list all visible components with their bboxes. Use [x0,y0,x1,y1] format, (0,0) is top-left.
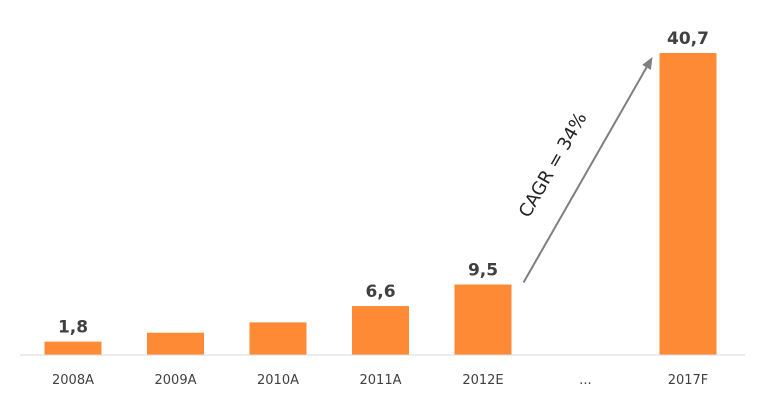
data-label: 1,8 [58,318,88,338]
bar [659,53,717,355]
bar [249,322,307,355]
cagr-label: CAGR = 34% [515,109,592,221]
x-tick-labels: 2008A 2009A 2010A 2011A 2012E... 2017F [52,373,708,388]
data-label: 9,5 [468,261,498,281]
cagr-arrow-head [642,57,653,70]
x-tick-label: 2011A [360,373,402,388]
x-tick-label: 2012E [462,373,503,388]
x-tick-label: ... [579,373,591,388]
bar [44,341,102,355]
bars-group [44,53,717,355]
cagr-annotation: CAGR = 34% [515,57,653,284]
cagr-arrow-line [522,66,648,284]
data-labels: 1,8 6,6 9,5 40,7 [58,29,709,338]
data-label: 6,6 [365,282,395,302]
bar [454,284,512,355]
bar [352,306,409,355]
x-tick-label: 2008A [52,373,94,388]
x-tick-label: 2010A [257,373,299,388]
x-tick-label: 2009A [155,373,197,388]
data-label: 40,7 [667,29,709,49]
x-tick-label: 2017F [668,373,709,388]
bar [147,332,204,355]
